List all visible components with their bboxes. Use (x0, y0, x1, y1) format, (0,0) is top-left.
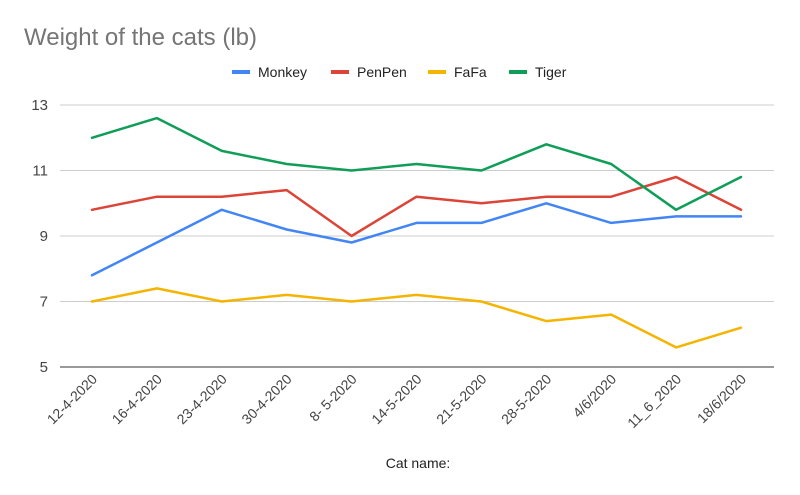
y-axis-ticks: 5 7 9 11 13 (31, 97, 48, 376)
series-line-fafa (90, 287, 743, 349)
x-axis-title: Cat name: (386, 455, 451, 471)
y-tick-label: 5 (40, 359, 48, 376)
x-tick-label: 30-4-2020 (238, 371, 295, 428)
x-tick-label: 14-5-2020 (368, 371, 425, 428)
gridlines (60, 104, 774, 368)
x-tick-label: 4/6/2020 (569, 371, 619, 421)
legend-label-monkey: Monkey (258, 64, 307, 80)
legend-label-penpen: PenPen (357, 64, 407, 80)
series-line-penpen (90, 175, 743, 238)
x-tick-label: 21-5-2020 (433, 371, 490, 428)
series-line-monkey (90, 202, 743, 277)
x-tick-label: 8- 5-2020 (306, 371, 360, 425)
x-tick-label: 23-4-2020 (173, 371, 230, 428)
x-axis-ticks: 12-4-2020 16-4-2020 23-4-2020 30-4-2020 8- 5… (44, 371, 750, 431)
series-line-tiger (90, 116, 743, 212)
y-tick-label: 9 (40, 228, 48, 245)
x-tick-label: 16-4-2020 (109, 371, 166, 428)
legend-label-tiger: Tiger (535, 64, 567, 80)
y-tick-label: 13 (31, 97, 48, 114)
x-tick-label: 28-5-2020 (498, 371, 555, 428)
chart-title: Weight of the cats (lb) (24, 24, 257, 51)
series-lines (90, 116, 743, 349)
x-tick-label: 11_6_2020 (624, 371, 684, 431)
x-tick-label: 12-4-2020 (44, 371, 101, 428)
x-tick-label: 18/6/2020 (694, 371, 750, 427)
legend-label-fafa: FaFa (454, 64, 487, 80)
y-tick-label: 7 (40, 294, 48, 311)
y-tick-label: 11 (32, 163, 48, 180)
legend: Monkey PenPen FaFa Tiger (232, 64, 567, 80)
